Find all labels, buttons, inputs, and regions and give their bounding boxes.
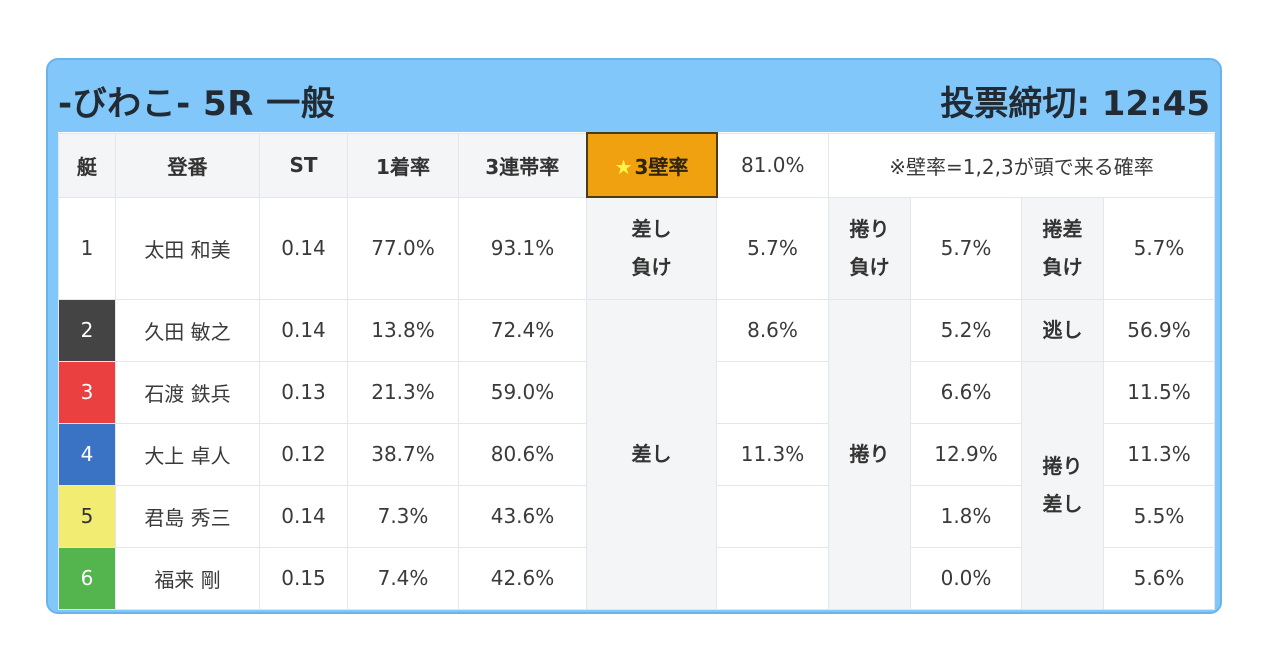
wall-rate-note: ※壁率=1,2,3が頭で来る確率 [828, 132, 1215, 198]
boat-number: 3 [58, 360, 116, 424]
header-st: ST [259, 132, 348, 198]
star-icon: ★ [614, 154, 633, 179]
table-row: 3 石渡 鉄兵 0.13 21.3% 59.0% 6.6% 捲り 差し 11.5% [58, 360, 1215, 610]
top3-rate: 93.1% [458, 196, 587, 300]
makuri-value: 0.0% [910, 546, 1022, 610]
makurisashi-value: 11.3% [1103, 422, 1215, 486]
first-rate: 13.8% [347, 298, 459, 362]
wall-rate-value: 81.0% [716, 132, 829, 198]
racer-name: 大上 卓人 [115, 422, 260, 486]
table-row: 1 太田 和美 0.14 77.0% 93.1% 差し 負け 5.7% 捲り 負け … [58, 196, 1215, 300]
boat-number: 5 [58, 484, 116, 548]
racer-name: 石渡 鉄兵 [115, 360, 260, 424]
sashi-value: 8.6% [716, 298, 829, 362]
header-row: 艇 登番 ST 1着率 3連帯率 ★ 3壁率 81.0% ※壁率=1,2,3が頭で… [58, 132, 1215, 198]
wall-rate-label: 3壁率 [634, 154, 689, 179]
table-row: 2 久田 敏之 0.14 13.8% 72.4% 差し 8.6% 捲り 5.2%… [58, 298, 1215, 610]
racer-name: 君島 秀三 [115, 484, 260, 548]
start-timing: 0.15 [259, 546, 348, 610]
label-makuri-make: 捲り 負け [828, 196, 911, 300]
header-first-rate: 1着率 [347, 132, 459, 198]
label-sashi: 差し [586, 298, 717, 610]
makuri-value: 5.7% [910, 196, 1022, 300]
table-row: 6 福来 剛 0.15 7.4% 42.6% 0.0% 5.6% [58, 546, 1215, 610]
makuri-value: 12.9% [910, 422, 1022, 486]
header-top3-rate: 3連帯率 [458, 132, 587, 198]
start-timing: 0.13 [259, 360, 348, 424]
top3-rate: 80.6% [458, 422, 587, 486]
table-row: 5 君島 秀三 0.14 7.3% 43.6% 1.8% 5.5% [58, 484, 1215, 548]
makurisashi-value: 5.5% [1103, 484, 1215, 548]
first-rate: 38.7% [347, 422, 459, 486]
makurisashi-value: 5.6% [1103, 546, 1215, 610]
sashi-value: 11.3% [716, 422, 829, 486]
top3-rate: 42.6% [458, 546, 587, 610]
race-title: -びわこ- 5R 一般 [58, 84, 336, 124]
label-makurisashi-make: 捲差 負け [1021, 196, 1104, 300]
race-header: -びわこ- 5R 一般 投票締切: 12:45 [48, 60, 1220, 132]
racer-name: 太田 和美 [115, 196, 260, 300]
label-nige: 逃し [1021, 298, 1104, 362]
boat-number: 1 [58, 196, 116, 300]
racer-name: 久田 敏之 [115, 298, 260, 362]
header-boat: 艇 [58, 132, 116, 198]
start-timing: 0.14 [259, 298, 348, 362]
boat-number: 4 [58, 422, 116, 486]
label-makurisashi: 捲り 差し [1021, 360, 1104, 610]
race-card: -びわこ- 5R 一般 投票締切: 12:45 艇 登番 ST 1着率 3連帯率… [46, 58, 1222, 614]
first-rate: 7.4% [347, 546, 459, 610]
start-timing: 0.14 [259, 196, 348, 300]
sashi-value [716, 360, 829, 424]
race-stats-table: 艇 登番 ST 1着率 3連帯率 ★ 3壁率 81.0% ※壁率=1,2,3が頭で… [58, 132, 1215, 610]
sashi-value: 5.7% [716, 196, 829, 300]
top3-rate: 59.0% [458, 360, 587, 424]
sashi-value [716, 546, 829, 610]
top3-rate: 72.4% [458, 298, 587, 362]
table-row: 4 大上 卓人 0.12 38.7% 80.6% 11.3% 12.9% 11.… [58, 422, 1215, 486]
racer-name: 福来 剛 [115, 546, 260, 610]
voting-deadline: 投票締切: 12:45 [940, 84, 1210, 124]
makurisashi-value: 56.9% [1103, 298, 1215, 362]
label-makuri: 捲り [828, 298, 911, 610]
sashi-value [716, 484, 829, 548]
first-rate: 21.3% [347, 360, 459, 424]
boat-number: 2 [58, 298, 116, 362]
first-rate: 7.3% [347, 484, 459, 548]
makuri-value: 1.8% [910, 484, 1022, 548]
makurisashi-value: 5.7% [1103, 196, 1215, 300]
top3-rate: 43.6% [458, 484, 587, 548]
start-timing: 0.12 [259, 422, 348, 486]
first-rate: 77.0% [347, 196, 459, 300]
start-timing: 0.14 [259, 484, 348, 548]
wall-rate-badge: ★ 3壁率 [585, 132, 718, 198]
makuri-value: 6.6% [910, 360, 1022, 424]
label-sashi-make: 差し 負け [586, 196, 717, 300]
makurisashi-value: 11.5% [1103, 360, 1215, 424]
header-name: 登番 [115, 132, 260, 198]
boat-number: 6 [58, 546, 116, 610]
makuri-value: 5.2% [910, 298, 1022, 362]
